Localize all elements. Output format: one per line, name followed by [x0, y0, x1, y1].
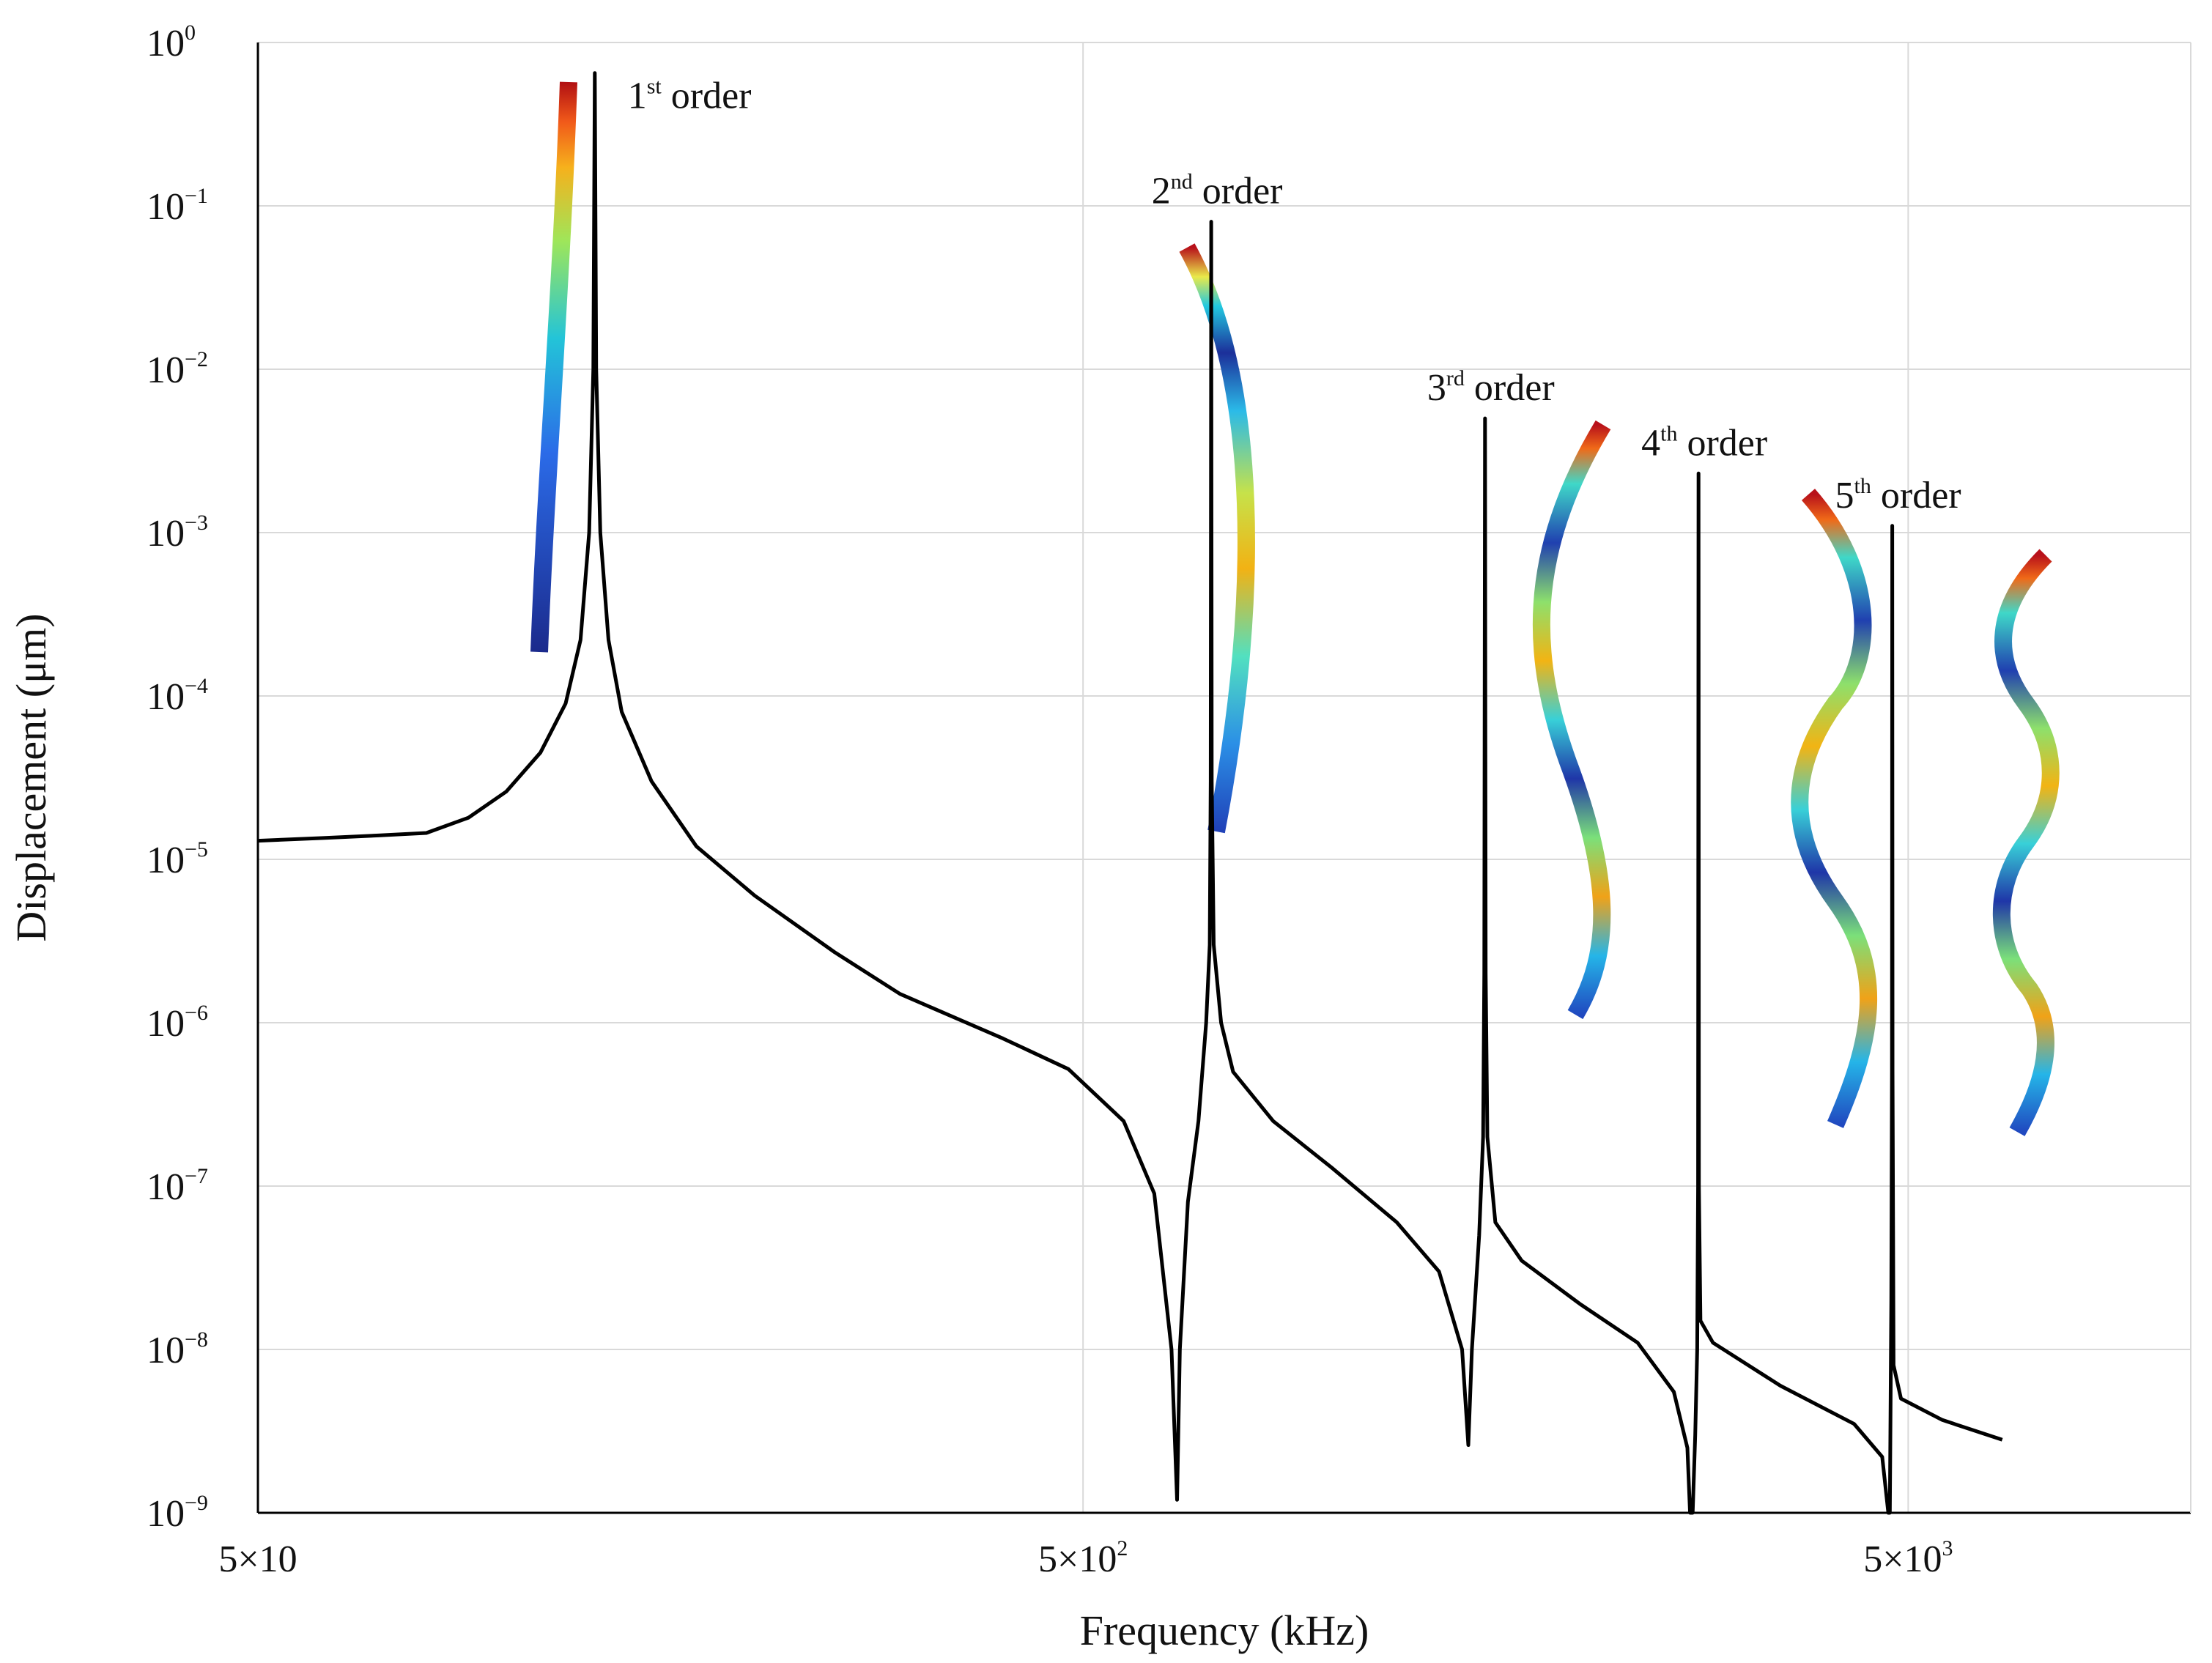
mode-shapes [530, 81, 2060, 1136]
mode-label-1: 1st order [628, 75, 752, 117]
series-line [257, 71, 2003, 1515]
mode-annotations: 1st order 2nd order 3rd order 4th order 5th … [628, 75, 1961, 516]
mode-shape-2 [1179, 243, 1255, 834]
x-tick-label: 5×103 [1863, 1536, 1953, 1580]
x-tick-label: 5×102 [1038, 1536, 1128, 1580]
mode-label-3: 3rd order [1427, 366, 1555, 409]
mode-shape-3 [1532, 420, 1611, 1020]
y-tick-label: 10−7 [147, 1164, 208, 1208]
tick-labels: 10010−110−210−310−410−510−610−710−810−95… [147, 21, 1953, 1580]
y-tick-label: 10−9 [147, 1491, 208, 1535]
mode-shape-1 [530, 81, 577, 653]
y-tick-label: 10−1 [147, 184, 208, 228]
mode-label-2: 2nd order [1152, 170, 1283, 212]
y-tick-label: 10−5 [147, 837, 208, 881]
plot-frame [256, 42, 2191, 1514]
mode-shape-5 [1992, 549, 2060, 1136]
x-axis-label: Frequency (kHz) [1080, 1607, 1369, 1654]
y-tick-label: 10−6 [147, 1001, 208, 1045]
y-tick-label: 10−8 [147, 1327, 208, 1371]
mode-label-5: 5th order [1835, 474, 1961, 516]
mode-shape-4 [1791, 489, 1878, 1128]
curve-layer [257, 71, 2003, 1515]
y-tick-label: 100 [147, 21, 196, 64]
y-tick-label: 10−2 [147, 347, 208, 391]
mode-label-4: 4th order [1641, 421, 1767, 464]
x-tick-label: 5×10 [218, 1538, 297, 1580]
y-axis-label: Displacement (μm) [7, 613, 55, 941]
y-tick-label: 10−4 [147, 674, 208, 718]
y-tick-label: 10−3 [147, 511, 208, 555]
